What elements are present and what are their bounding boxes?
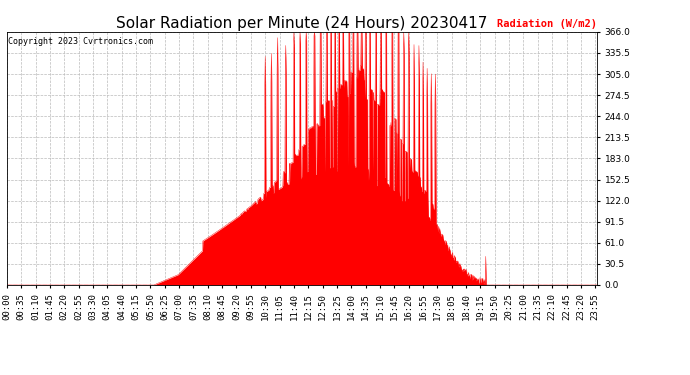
Text: Copyright 2023 Cvrtronics.com: Copyright 2023 Cvrtronics.com xyxy=(8,37,153,46)
Title: Solar Radiation per Minute (24 Hours) 20230417: Solar Radiation per Minute (24 Hours) 20… xyxy=(116,16,488,31)
Text: Radiation (W/m2): Radiation (W/m2) xyxy=(497,19,597,29)
